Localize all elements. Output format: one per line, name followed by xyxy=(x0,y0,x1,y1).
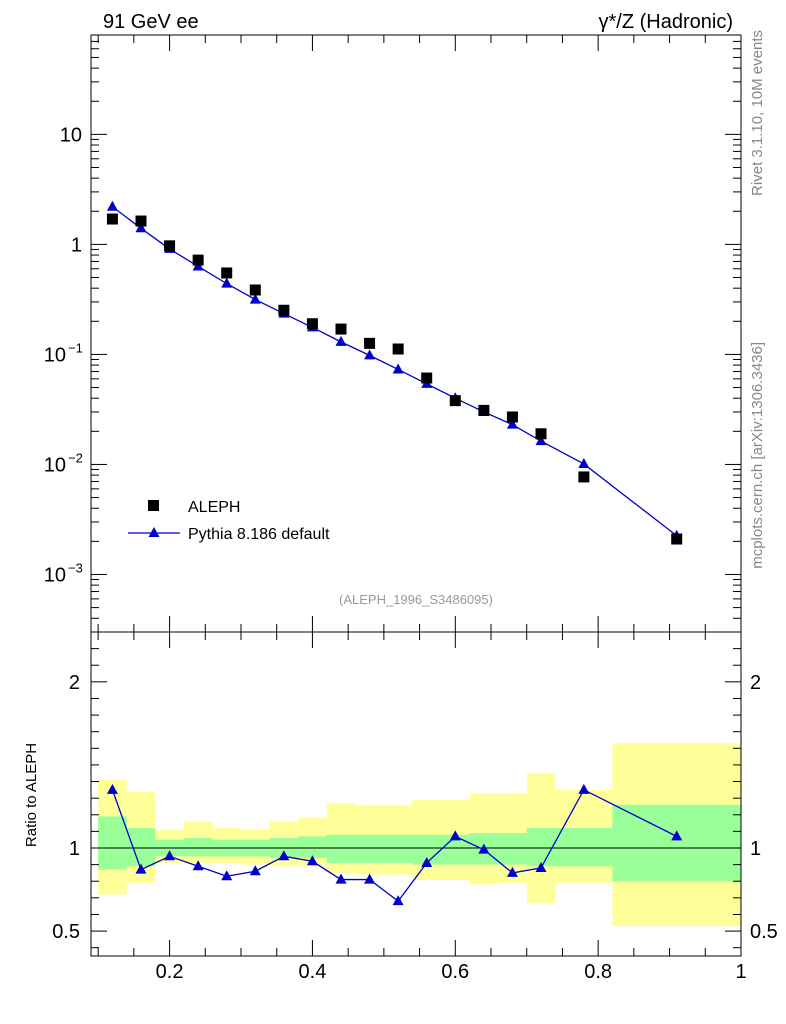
ratio-x-tick-label: 0.8 xyxy=(584,961,612,983)
ratio-y-tick-label-left: 0.5 xyxy=(52,921,80,943)
ratio-point xyxy=(306,855,318,866)
ratio-point xyxy=(449,830,461,841)
left-title: 91 GeV ee xyxy=(103,11,199,33)
ratio-inner-band xyxy=(355,834,384,863)
mc-point xyxy=(578,457,590,468)
data-point xyxy=(106,213,118,225)
ratio-inner-band xyxy=(612,804,741,882)
ratio-point xyxy=(278,850,290,861)
data-point xyxy=(221,267,233,279)
ratio-y-tick-label-right: 1 xyxy=(750,838,761,860)
right-title: γ*/Z (Hadronic) xyxy=(599,11,733,33)
mc-point xyxy=(392,363,404,374)
legend: ALEPH Pythia 8.186 default xyxy=(128,499,330,543)
ratio-inner-band xyxy=(526,828,556,867)
data-point xyxy=(335,323,347,335)
ratio-point xyxy=(506,866,518,877)
legend-data-marker xyxy=(148,500,159,511)
ratio-y-tick-label-left: 2 xyxy=(69,672,80,694)
data-point xyxy=(506,411,518,423)
rivet-info-label: Rivet 3.1.10, 10M events xyxy=(749,30,766,196)
ratio-inner-band xyxy=(383,834,413,863)
legend-mc-label: Pythia 8.186 default xyxy=(188,526,330,543)
ratio-point xyxy=(135,863,147,874)
ratio-x-tick-label: 0.4 xyxy=(299,961,327,983)
ratio-point xyxy=(106,783,118,794)
data-point xyxy=(671,533,683,545)
analysis-id-label: (ALEPH_1996_S3486095) xyxy=(339,592,493,607)
ratio-x-tick-label: 0.6 xyxy=(441,961,469,983)
ratio-inner-band xyxy=(183,838,213,857)
data-point xyxy=(578,471,590,483)
ratio-point xyxy=(478,843,490,854)
mc-point xyxy=(135,222,147,233)
main-y-tick-exponent: −1 xyxy=(68,340,83,355)
data-point xyxy=(278,304,290,316)
mc-point xyxy=(249,293,261,304)
ratio-point xyxy=(392,895,404,906)
ratio-point xyxy=(249,865,261,876)
ratio-x-tick-label: 0.2 xyxy=(156,961,184,983)
mc-point xyxy=(335,335,347,346)
data-point xyxy=(135,215,147,227)
mc-point xyxy=(106,200,118,211)
main-y-tick-label: 10 xyxy=(44,344,66,366)
data-point xyxy=(449,395,461,407)
data-point xyxy=(364,337,376,349)
ratio-inner-band xyxy=(498,833,527,865)
data-point xyxy=(249,284,261,296)
main-y-tick-label: 10 xyxy=(44,454,66,476)
ratio-point xyxy=(535,861,547,872)
ratio-y-axis-label: Ratio to ALEPH xyxy=(23,743,40,847)
main-y-tick-exponent: −3 xyxy=(68,560,83,575)
ratio-point xyxy=(164,850,176,861)
legend-data-label: ALEPH xyxy=(188,499,240,516)
mc-point xyxy=(364,349,376,360)
data-point xyxy=(392,343,404,355)
mc-point xyxy=(535,435,547,446)
main-y-tick-label: 10 xyxy=(60,124,82,146)
data-point xyxy=(192,254,204,266)
mc-point xyxy=(506,418,518,429)
ratio-y-tick-label-right: 2 xyxy=(750,672,761,694)
legend-mc-marker xyxy=(148,527,160,537)
ratio-point xyxy=(335,873,347,884)
ratio-inner-band xyxy=(98,816,127,870)
ratio-inner-band xyxy=(326,834,356,863)
data-point xyxy=(164,240,176,252)
ratio-inner-band xyxy=(555,828,613,867)
main-y-tick-label: 1 xyxy=(71,234,82,256)
mc-point xyxy=(221,277,233,288)
ratio-frame xyxy=(90,631,742,957)
ratio-panel: 0.5 0.51 12 20.2 0.4 0.6 0.8 1 xyxy=(52,631,778,983)
ratio-point xyxy=(364,873,376,884)
ratio-point xyxy=(192,860,204,871)
data-point xyxy=(535,428,547,440)
ratio-point xyxy=(421,856,433,867)
ratio-point xyxy=(221,870,233,881)
ratio-y-tick-label-right: 0.5 xyxy=(750,921,778,943)
ratio-point xyxy=(578,783,590,794)
main-y-tick-exponent: −2 xyxy=(68,450,83,465)
ratio-x-tick-label: 1 xyxy=(735,961,746,983)
data-point xyxy=(478,404,490,416)
ratio-point xyxy=(671,830,683,841)
ratio-inner-band xyxy=(126,828,156,867)
mcplots-ref-label: mcplots.cern.ch [arXiv:1306.3436] xyxy=(749,342,766,569)
ratio-y-tick-label-left: 1 xyxy=(69,838,80,860)
data-point xyxy=(421,372,433,384)
ratio-line xyxy=(111,788,678,903)
main-y-tick-label: 10 xyxy=(44,564,66,586)
ratio-inner-band xyxy=(298,836,327,858)
data-point xyxy=(306,318,318,330)
